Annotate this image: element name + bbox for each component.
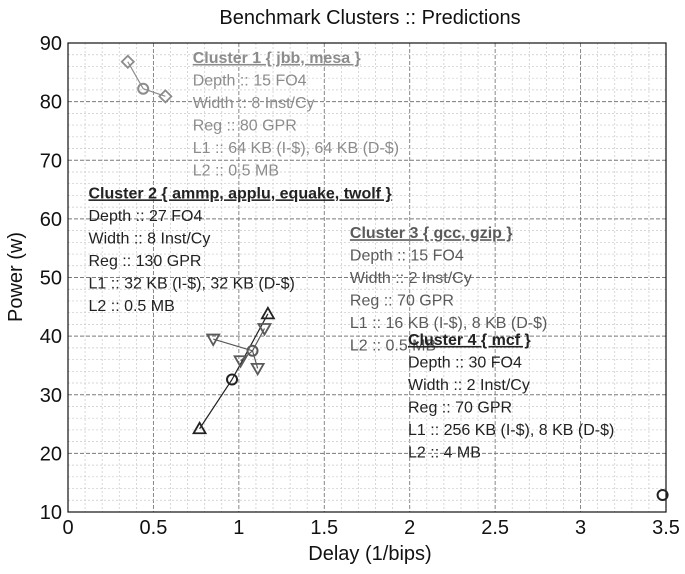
y-tick-label: 40 [40,326,62,348]
centroid-point [246,344,259,357]
centroid-point [226,373,239,386]
data-point [260,306,276,320]
y-axis-label: Power (w) [5,232,27,322]
y-tick-label: 60 [40,209,62,231]
cluster-name: Cluster 2 { ammp, applu, equake, twolf } [89,185,392,202]
cluster-detail: L1 :: 32 KB (I-$), 32 KB (D-$) [89,275,295,292]
cluster-name: Cluster 4 { mcf } [408,332,531,349]
cluster-detail: Depth :: 15 FO4 [193,72,307,89]
clusters [120,54,669,501]
data-point [205,333,221,347]
cluster-annotation: Cluster 2 { ammp, applu, equake, twolf }… [89,185,392,315]
data-point [250,362,266,377]
cluster-detail: Depth :: 15 FO4 [350,248,464,265]
cluster-annotation: Cluster 1 { jbb, mesa }Depth :: 15 FO4Wi… [193,50,399,179]
cluster-link [213,338,253,352]
cluster-detail: L2 :: 0.5 MB [193,162,279,179]
y-tick-label: 80 [40,92,62,114]
cluster-detail: Reg :: 70 GPR [350,293,454,310]
cluster-detail: L1 :: 256 KB (I-$), 8 KB (D-$) [408,422,614,439]
x-tick-label: 0 [62,517,73,539]
cluster-series [192,306,276,435]
cluster-detail: L2 :: 0.5 MB [89,298,175,315]
chart-title: Benchmark Clusters :: Predictions [219,7,520,29]
cluster-detail: L2 :: 4 MB [408,444,481,461]
x-tick-label: 3 [575,517,586,539]
cluster-detail: Reg :: 80 GPR [193,117,297,134]
x-tick-label: 2.5 [481,517,509,539]
x-tick-label: 3.5 [652,517,680,539]
y-tick-label: 50 [40,268,62,290]
x-axis-label: Delay (1/bips) [308,543,431,565]
axis-ticks: 0 0.5 1 1.5 2 2.5 3 3.5 10 20 30 40 50 60 70 80 90 [40,33,680,539]
cluster-series [120,54,173,104]
data-point [256,323,273,337]
cluster-series [656,488,669,501]
x-tick-label: 0.5 [140,517,168,539]
data-point [192,420,208,435]
y-tick-label: 20 [40,443,62,465]
data-point [120,54,136,70]
cluster-annotation: Cluster 3 { gcc, gzip }Depth :: 15 FO4Wi… [350,225,547,355]
cluster-link [199,379,233,430]
cluster-detail: Depth :: 30 FO4 [408,354,522,371]
y-tick-label: 10 [40,502,62,524]
centroid-point [137,82,150,95]
cluster-name: Cluster 3 { gcc, gzip } [350,225,513,242]
cluster-detail: Width :: 2 Inst/Cy [408,377,530,394]
y-tick-label: 70 [40,150,62,172]
x-tick-label: 1.5 [310,517,338,539]
data-point [158,89,173,104]
cluster-series [205,323,273,377]
cluster-detail: L1 :: 16 KB (I-$), 8 KB (D-$) [350,315,547,332]
cluster-detail: Depth :: 27 FO4 [89,208,203,225]
y-tick-label: 90 [40,33,62,55]
cluster-detail: Width :: 8 Inst/Cy [193,95,315,112]
x-tick-label: 2 [404,517,415,539]
cluster-link [251,350,259,369]
plot-area [67,42,667,513]
cluster-detail: L2 :: 0.5 MB [350,338,436,355]
cluster-detail: Reg :: 130 GPR [89,253,202,270]
y-tick-label: 30 [40,385,62,407]
cluster-detail: Reg :: 70 GPR [408,399,512,416]
cluster-detail: Width :: 8 Inst/Cy [89,230,211,247]
cluster-detail: L1 :: 64 KB (I-$), 64 KB (D-$) [193,140,399,157]
data-point [233,355,249,369]
centroid-point [656,488,669,501]
x-tick-label: 1 [233,517,244,539]
cluster-annotations: Cluster 1 { jbb, mesa }Depth :: 15 FO4Wi… [89,50,615,461]
cluster-name: Cluster 1 { jbb, mesa } [193,50,361,67]
cluster-detail: Width :: 2 Inst/Cy [350,270,472,287]
